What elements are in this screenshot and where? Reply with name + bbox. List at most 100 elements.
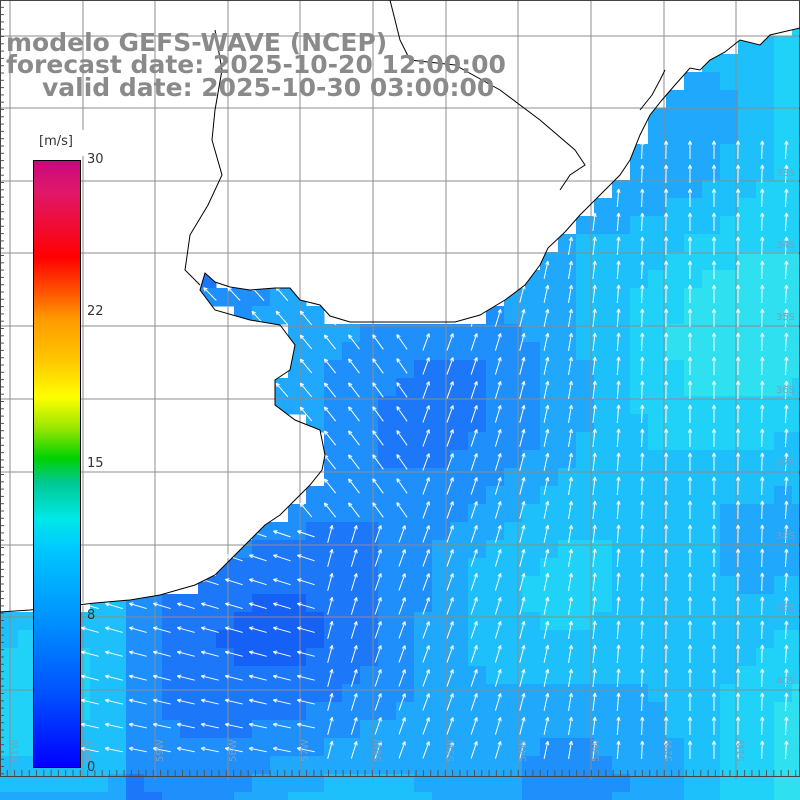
wind-speed-cell [576, 774, 595, 793]
wind-speed-cell [306, 630, 325, 649]
wind-speed-cell [306, 648, 325, 667]
wind-arrow [735, 500, 741, 520]
wind-speed-cell [378, 756, 397, 775]
wind-speed-cell [72, 792, 91, 800]
wind-speed-cell [594, 324, 613, 343]
lat-label: 40S [776, 676, 796, 687]
wind-speed-cell [288, 324, 307, 343]
wind-speed-cell [720, 558, 739, 577]
wind-speed-cell [252, 792, 271, 800]
wind-speed-cell [396, 666, 415, 685]
wind-speed-cell [414, 450, 433, 469]
wind-arrow [592, 284, 597, 303]
wind-speed-cell [666, 774, 685, 793]
wind-speed-cell [324, 486, 343, 505]
wind-speed-cell [576, 522, 595, 541]
wind-speed-cell [612, 756, 631, 775]
wind-speed-cell [792, 378, 800, 397]
wind-arrow [201, 602, 219, 610]
wind-speed-cell [594, 468, 613, 487]
wind-arrow [446, 549, 454, 567]
wind-speed-cell [450, 540, 469, 559]
wind-speed-cell [720, 468, 739, 487]
wind-speed-cell [468, 324, 487, 343]
wind-arrow [711, 260, 717, 280]
lon-label: 61W [10, 739, 21, 762]
wind-speed-cell [306, 486, 325, 505]
wind-arrow [374, 525, 382, 543]
wind-speed-cell [702, 378, 721, 397]
wind-arrow [374, 621, 382, 639]
wind-arrow [372, 454, 384, 470]
wind-arrow [299, 358, 313, 374]
wind-speed-cell [522, 324, 541, 343]
wind-arrow [663, 404, 669, 424]
wind-speed-cell [666, 414, 685, 433]
wind-speed-cell [558, 720, 577, 739]
wind-arrow [711, 476, 717, 496]
wind-speed-cell [558, 558, 577, 577]
wind-arrow [104, 674, 123, 681]
wind-speed-cell [234, 720, 253, 739]
wind-arrow [663, 260, 669, 280]
wind-speed-cell [486, 576, 505, 595]
wind-speed-cell [774, 774, 793, 793]
wind-speed-cell [612, 486, 631, 505]
wind-speed-cell [324, 468, 343, 487]
wind-arrow [446, 357, 454, 375]
wind-speed-cell [486, 540, 505, 559]
wind-arrow [687, 668, 693, 688]
wind-arrow [396, 478, 408, 494]
wind-speed-cell [486, 324, 505, 343]
wind-arrow [687, 356, 693, 376]
wind-speed-cell [522, 594, 541, 613]
wind-arrow [760, 428, 765, 448]
wind-speed-cell [684, 198, 703, 217]
wind-speed-cell [594, 450, 613, 469]
wind-arrow [640, 404, 645, 424]
wind-speed-cell [522, 432, 541, 451]
wind-speed-cell [216, 702, 235, 721]
wind-speed-cell [468, 774, 487, 793]
wind-speed-cell [702, 468, 721, 487]
wind-speed-cell [684, 594, 703, 613]
wind-arrow [735, 308, 741, 328]
wind-speed-cell [612, 432, 631, 451]
wind-speed-cell [432, 450, 451, 469]
wind-speed-cell [648, 756, 667, 775]
wind-speed-cell [468, 576, 487, 595]
wind-speed-cell [36, 792, 55, 800]
wind-arrow [519, 692, 526, 711]
wind-speed-cell [612, 378, 631, 397]
wind-arrow [470, 669, 478, 687]
wind-speed-cell [558, 504, 577, 523]
wind-speed-cell [378, 468, 397, 487]
wind-speed-cell [360, 432, 379, 451]
wind-speed-cell [234, 558, 253, 577]
wind-speed-cell [720, 450, 739, 469]
wind-arrow [616, 380, 621, 400]
wind-speed-cell [666, 378, 685, 397]
wind-speed-cell [558, 684, 577, 703]
wind-speed-cell [90, 720, 109, 739]
wind-speed-cell [792, 306, 800, 325]
wind-arrow [735, 428, 741, 448]
wind-speed-cell [702, 396, 721, 415]
wind-arrow [372, 358, 384, 374]
wind-arrow [760, 332, 765, 352]
wind-arrow [616, 500, 621, 520]
wind-arrow [616, 476, 621, 496]
wind-speed-cell [522, 720, 541, 739]
wind-arrow [711, 356, 717, 376]
wind-speed-cell [666, 162, 685, 181]
wind-speed-cell [666, 630, 685, 649]
wind-speed-cell [594, 432, 613, 451]
wind-arrow [568, 452, 574, 471]
wind-speed-cell [0, 684, 19, 703]
wind-speed-cell [468, 468, 487, 487]
wind-speed-cell [756, 162, 775, 181]
wind-speed-cell [252, 576, 271, 595]
wind-speed-cell [792, 774, 800, 793]
wind-speed-cell [756, 288, 775, 307]
wind-speed-cell [324, 738, 343, 757]
